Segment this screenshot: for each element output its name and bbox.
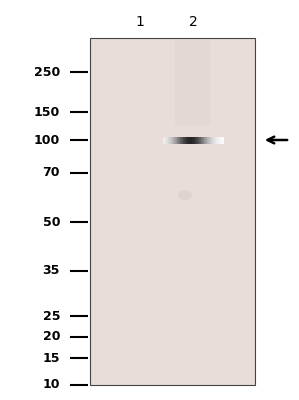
Bar <box>219 136 220 144</box>
Bar <box>185 136 186 144</box>
Text: 15: 15 <box>42 352 60 364</box>
Bar <box>182 136 184 144</box>
Bar <box>212 136 213 144</box>
Bar <box>177 136 179 144</box>
Bar <box>204 136 205 144</box>
Bar <box>165 136 167 144</box>
Bar <box>184 136 185 144</box>
Text: 20: 20 <box>42 330 60 344</box>
Bar <box>207 136 208 144</box>
Bar <box>167 136 169 144</box>
Bar <box>222 136 223 144</box>
Bar <box>198 136 199 144</box>
Bar <box>168 136 170 144</box>
Bar <box>171 136 173 144</box>
Bar <box>182 136 183 144</box>
Bar <box>207 136 208 144</box>
Bar <box>164 136 166 144</box>
Ellipse shape <box>178 190 192 200</box>
Bar <box>196 136 197 144</box>
Bar <box>167 136 168 144</box>
Text: 10: 10 <box>42 378 60 392</box>
Bar <box>195 136 196 144</box>
Bar <box>199 136 200 144</box>
Bar <box>185 136 187 144</box>
Bar <box>214 136 215 144</box>
Bar <box>197 136 198 144</box>
Bar <box>175 136 176 144</box>
Bar <box>189 136 190 144</box>
Bar <box>178 136 179 144</box>
Bar <box>216 136 217 144</box>
Text: 2: 2 <box>189 15 197 29</box>
Bar <box>173 136 175 144</box>
Text: 25: 25 <box>42 310 60 322</box>
Bar <box>221 136 222 144</box>
Bar <box>90 38 255 385</box>
Text: 250: 250 <box>34 66 60 78</box>
Bar <box>169 136 170 144</box>
Bar <box>209 136 210 144</box>
Bar <box>220 136 221 144</box>
Bar <box>179 136 180 144</box>
Bar <box>208 136 209 144</box>
Bar <box>219 136 220 144</box>
Bar <box>201 136 202 144</box>
Bar <box>183 136 184 144</box>
Bar <box>175 40 210 125</box>
Bar <box>172 136 173 144</box>
Bar <box>202 136 203 144</box>
Bar <box>191 136 192 144</box>
Bar <box>216 136 217 144</box>
Bar <box>166 136 167 144</box>
Bar <box>187 136 188 144</box>
Bar <box>200 136 201 144</box>
Bar <box>205 136 206 144</box>
Bar <box>198 136 199 144</box>
Bar <box>173 136 174 144</box>
Bar <box>163 136 164 144</box>
Bar <box>186 136 187 144</box>
Bar <box>179 136 181 144</box>
Bar <box>213 136 214 144</box>
Bar <box>215 136 216 144</box>
Bar <box>188 136 189 144</box>
Bar <box>201 136 202 144</box>
Bar <box>176 136 178 144</box>
Bar <box>218 136 219 144</box>
Bar <box>195 136 196 144</box>
Bar <box>170 136 171 144</box>
Bar <box>174 136 176 144</box>
Bar <box>206 136 207 144</box>
Text: 70: 70 <box>42 166 60 180</box>
Text: 1: 1 <box>135 15 144 29</box>
Bar <box>164 136 165 144</box>
Bar <box>192 136 193 144</box>
Bar <box>213 136 214 144</box>
Bar <box>211 136 212 144</box>
Bar <box>181 136 182 144</box>
Bar <box>194 136 195 144</box>
Bar <box>210 136 211 144</box>
Bar <box>176 136 177 144</box>
Bar <box>190 136 191 144</box>
Bar <box>170 136 172 144</box>
Bar <box>193 136 194 144</box>
Text: 100: 100 <box>34 134 60 146</box>
Bar <box>204 136 205 144</box>
Bar <box>222 136 223 144</box>
Bar <box>203 136 204 144</box>
Text: 35: 35 <box>43 264 60 278</box>
Bar <box>188 136 190 144</box>
Bar <box>180 136 181 144</box>
Text: 50: 50 <box>42 216 60 228</box>
Bar <box>191 136 193 144</box>
Bar <box>210 136 211 144</box>
Text: 150: 150 <box>34 106 60 118</box>
Bar <box>217 136 218 144</box>
